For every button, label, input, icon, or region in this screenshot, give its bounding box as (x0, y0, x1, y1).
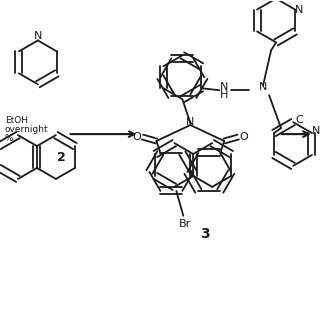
Text: N: N (259, 82, 267, 92)
Text: C: C (295, 115, 303, 125)
Text: N: N (186, 117, 195, 127)
Text: 3: 3 (200, 227, 210, 241)
Text: N: N (220, 82, 228, 92)
Text: %: % (5, 133, 14, 143)
Text: O: O (132, 132, 141, 142)
Text: H: H (220, 90, 228, 100)
Text: EtOH: EtOH (5, 116, 28, 125)
Text: N: N (312, 126, 320, 136)
Text: N: N (295, 4, 303, 14)
Text: overnight: overnight (5, 124, 49, 134)
Text: N: N (34, 31, 42, 42)
Text: O: O (240, 132, 249, 142)
Text: Br: Br (179, 219, 191, 229)
Text: 2: 2 (57, 150, 66, 164)
